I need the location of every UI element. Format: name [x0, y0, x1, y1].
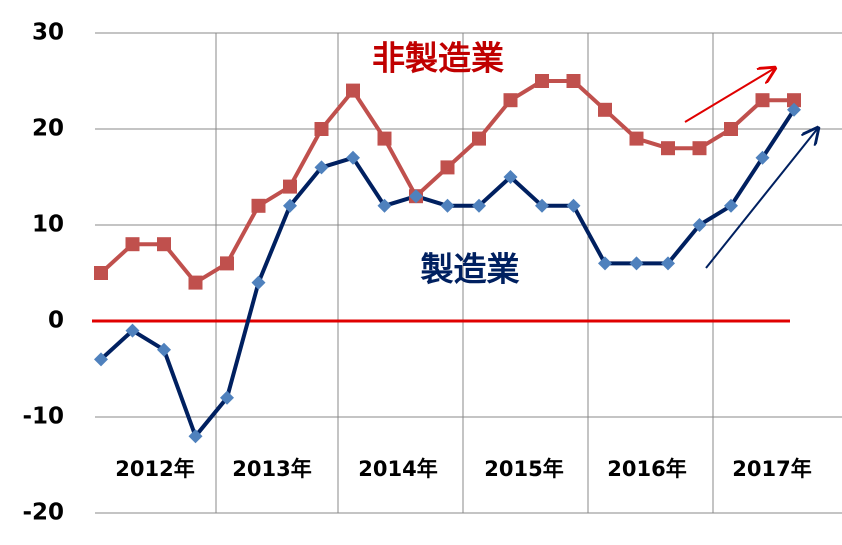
y-tick-label: 0 — [48, 308, 64, 334]
point — [755, 150, 770, 165]
point — [661, 256, 675, 271]
y-tick-label: -20 — [22, 500, 64, 526]
point — [724, 198, 738, 213]
point — [598, 256, 612, 271]
x-group-label: 2014年 — [358, 457, 437, 481]
annotation: 非製造業 — [372, 39, 504, 78]
x-group-label: 2012年 — [115, 457, 194, 481]
point — [314, 122, 329, 136]
point — [377, 131, 392, 146]
point — [566, 74, 581, 88]
point — [125, 237, 140, 252]
x-group-label: 2016年 — [607, 457, 686, 481]
point — [692, 141, 707, 156]
x-group-label: 2015年 — [484, 457, 563, 481]
point — [598, 102, 612, 117]
point — [440, 198, 455, 213]
arrow — [684, 68, 775, 123]
point — [283, 198, 297, 213]
x-group-label: 2013年 — [232, 457, 311, 481]
point — [157, 237, 171, 252]
point — [440, 160, 455, 175]
y-tick-label: 30 — [32, 20, 64, 46]
point — [661, 141, 675, 156]
arrow — [705, 128, 818, 269]
point — [188, 429, 203, 444]
point — [503, 170, 518, 184]
point — [566, 198, 581, 213]
y-tick-label: 20 — [32, 116, 64, 142]
x-group-label: 2017年 — [732, 457, 811, 481]
point — [377, 198, 392, 213]
point — [535, 74, 549, 88]
point — [629, 256, 644, 271]
grid — [95, 32, 842, 514]
point — [346, 150, 360, 165]
point — [220, 390, 234, 405]
point — [503, 93, 518, 108]
point — [409, 189, 423, 204]
point — [755, 93, 770, 108]
point — [125, 323, 140, 338]
point — [157, 342, 171, 357]
point — [535, 198, 549, 213]
point — [472, 198, 486, 213]
point — [346, 83, 360, 98]
point — [472, 131, 486, 146]
point — [251, 275, 266, 290]
point — [629, 131, 644, 146]
point — [314, 160, 329, 175]
y-tick-label: -10 — [22, 404, 64, 430]
point — [787, 93, 801, 108]
point — [94, 352, 108, 367]
point — [692, 218, 707, 232]
series — [92, 74, 801, 444]
point — [220, 256, 234, 271]
point — [188, 275, 203, 290]
point — [251, 198, 266, 213]
point — [94, 266, 108, 280]
annotation: 製造業 — [421, 250, 520, 289]
year-dividers — [215, 33, 714, 513]
point — [787, 102, 801, 117]
point — [283, 179, 297, 194]
y-tick-label: 10 — [32, 212, 64, 238]
point — [724, 122, 738, 136]
